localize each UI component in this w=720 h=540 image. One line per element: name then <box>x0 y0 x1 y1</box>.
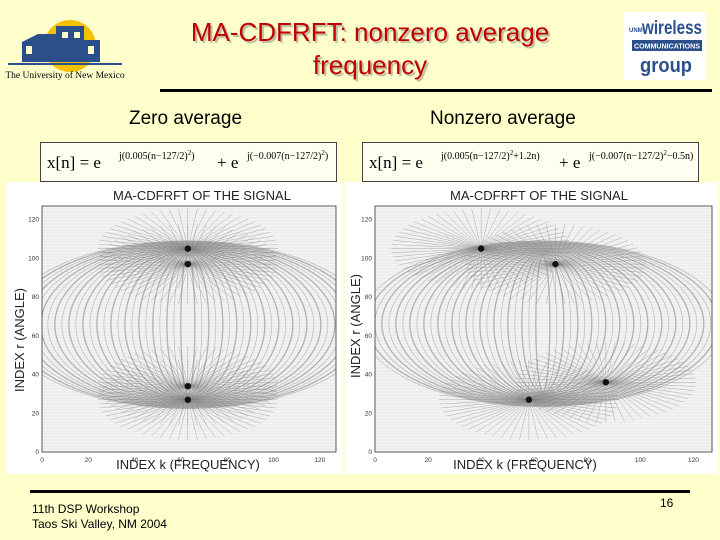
right-x-tick-label: 20 <box>424 457 432 464</box>
svg-text:j(0.005(n−127/2)2+1.2n): j(0.005(n−127/2)2+1.2n) <box>440 149 540 162</box>
footer-line1: 11th DSP Workshop <box>32 502 140 516</box>
title-divider <box>160 89 712 92</box>
right-formula-exp2: j(−0.007(n−127/2) <box>588 151 663 162</box>
left-y-tick-label: 20 <box>32 410 40 417</box>
right-plot-pattern <box>375 206 712 452</box>
right-y-tick-label: 120 <box>361 217 372 224</box>
left-x-tick-label: 120 <box>314 457 325 464</box>
right-formula-exp1-close: +1.2n) <box>513 151 539 162</box>
left-formula-exp1-close: ) <box>191 151 194 162</box>
left-focal-point-4 <box>184 396 192 403</box>
right-x-tick-label: 100 <box>635 457 646 464</box>
right-plot-svg: MA-CDFRFT OF THE SIGNAL INDEX k (FREQUEN… <box>348 188 713 472</box>
left-focal-point-2 <box>184 260 192 268</box>
right-formula: x[n] = e j(0.005(n−127/2)2+1.2n) + e j(−… <box>362 142 699 182</box>
logo-left-caption: The University of New Mexico <box>5 70 124 81</box>
slide-title-line1: MA-CDFRFT: nonzero average <box>190 17 550 47</box>
slide-title: MA-CDFRFT: nonzero average frequency <box>150 16 590 82</box>
left-plot-ylabel: INDEX r (ANGLE) <box>12 288 27 392</box>
left-x-tick-label: 40 <box>131 457 139 464</box>
left-y-tick-label: 40 <box>32 372 40 379</box>
right-focal-point-1 <box>477 245 485 252</box>
slide-title-line2: frequency <box>312 50 428 80</box>
left-plot: MA-CDFRFT OF THE SIGNAL INDEX k (FREQUEN… <box>6 182 343 474</box>
right-plot-title: MA-CDFRFT OF THE SIGNAL <box>450 188 628 203</box>
right-formula-exp2-close: −0.5n) <box>667 151 693 162</box>
left-y-tick-label: 120 <box>28 217 39 224</box>
left-formula-exp2: j(−0.007(n−127/2) <box>246 151 321 162</box>
right-formula-exp1-sup: 2 <box>510 149 514 157</box>
svg-text:x[n] = e: x[n] = e <box>47 153 101 172</box>
right-y-tick-label: 20 <box>365 410 373 417</box>
left-formula-exp1: j(0.005(n−127/2) <box>118 151 188 162</box>
left-formula-exp2-sup: 2 <box>321 149 325 157</box>
left-formula-exp1-sup: 2 <box>188 149 192 157</box>
logo-right-small: UNM <box>629 28 643 34</box>
left-formula-plus: + e <box>217 153 238 172</box>
right-plot: MA-CDFRFT OF THE SIGNAL INDEX k (FREQUEN… <box>345 182 718 474</box>
left-x-tick-label: 100 <box>268 457 279 464</box>
right-y-tick-label: 40 <box>365 372 373 379</box>
left-focal-point-3 <box>184 382 192 390</box>
footer-divider <box>30 490 690 493</box>
left-y-tick-label: 80 <box>32 294 40 301</box>
right-x-tick-label: 60 <box>531 457 539 464</box>
right-formula-exp2-sup: 2 <box>663 149 667 157</box>
left-x-tick-label: 60 <box>177 457 185 464</box>
right-heading: Nonzero average <box>430 108 576 129</box>
left-x-tick-label: 20 <box>85 457 93 464</box>
right-plot-frame <box>374 205 713 453</box>
right-focal-point-2 <box>552 260 559 268</box>
logo-right-word1: wireless <box>641 18 702 39</box>
right-y-tick-label: 100 <box>361 255 372 262</box>
right-formula-plus: + e <box>559 153 580 172</box>
wcg-logo: UNM wireless COMMUNICATIONS group <box>624 12 706 80</box>
left-heading: Zero average <box>129 108 243 129</box>
left-plot-frame <box>41 205 337 453</box>
right-plot-ylabel: INDEX r (ANGLE) <box>348 274 363 378</box>
left-plot-pattern <box>42 206 336 452</box>
footer: 11th DSP Workshop Taos Ski Valley, NM 20… <box>32 502 167 532</box>
right-x-tick-label: 40 <box>478 457 486 464</box>
left-plot-title: MA-CDFRFT OF THE SIGNAL <box>113 188 291 203</box>
logo-building-icon <box>22 26 100 62</box>
left-focal-point-1 <box>184 245 192 252</box>
left-formula: x[n] = e j(0.005(n−127/2)2) + e j(−0.007… <box>40 142 337 182</box>
left-x-tick-label: 0 <box>40 457 44 464</box>
right-x-tick-label: 80 <box>584 457 592 464</box>
left-y-tick-label: 0 <box>35 449 39 456</box>
svg-text:+ e: + e <box>559 153 580 172</box>
left-plot-xlabel: INDEX k (FREQUENCY) <box>116 457 260 472</box>
right-focal-point-3 <box>602 379 610 386</box>
footer-line2: Taos Ski Valley, NM 2004 <box>32 517 167 531</box>
left-y-tick-label: 100 <box>28 255 39 262</box>
left-x-tick-label: 80 <box>224 457 232 464</box>
svg-text:+ e: + e <box>217 153 238 172</box>
left-y-tick-label: 60 <box>32 333 40 340</box>
right-focal-point-4 <box>525 396 533 403</box>
right-formula-exp1: j(0.005(n−127/2) <box>440 151 510 162</box>
right-x-tick-label: 120 <box>688 457 699 464</box>
left-formula-lhs: x[n] = e <box>47 153 101 172</box>
unm-logo: The University of New Mexico <box>4 12 126 86</box>
right-formula-lhs: x[n] = e <box>369 153 423 172</box>
right-y-tick-label: 60 <box>365 333 373 340</box>
right-y-tick-label: 80 <box>365 294 373 301</box>
left-plot-svg: MA-CDFRFT OF THE SIGNAL INDEX k (FREQUEN… <box>12 188 337 472</box>
svg-text:x[n] = e: x[n] = e <box>369 153 423 172</box>
logo-right-word3: group <box>640 55 692 77</box>
svg-text:j(−0.007(n−127/2)2−0.5n): j(−0.007(n−127/2)2−0.5n) <box>588 149 693 162</box>
svg-text:j(0.005(n−127/2)2): j(0.005(n−127/2)2) <box>118 149 195 162</box>
right-plot-xlabel: INDEX k (FREQUENCY) <box>453 457 597 472</box>
logo-right-word2: COMMUNICATIONS <box>634 44 700 51</box>
left-formula-exp2-close: ) <box>325 151 328 162</box>
page-number: 16 <box>660 496 674 510</box>
right-x-tick-label: 0 <box>373 457 377 464</box>
svg-text:j(−0.007(n−127/2)2): j(−0.007(n−127/2)2) <box>246 149 328 162</box>
right-y-tick-label: 0 <box>368 449 372 456</box>
